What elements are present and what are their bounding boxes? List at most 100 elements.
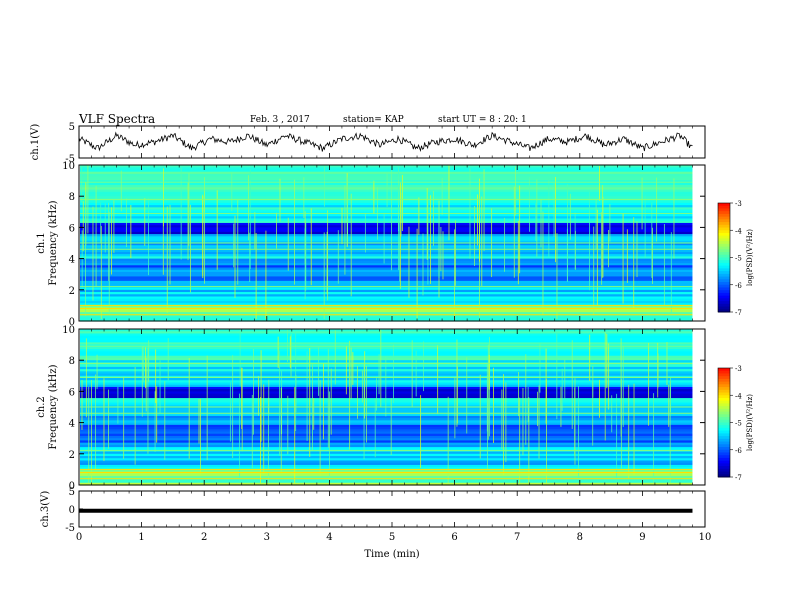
no-data-area [692,165,705,321]
colorbar-swatch [718,211,730,215]
colorbar-tick-label: -7 [735,309,742,317]
colorbar-swatch [718,378,730,383]
spectrogram-band [80,307,693,311]
ch1-spectrogram [80,165,705,322]
colorbar-tick-label: -3 [735,200,742,208]
colorbar-tick-label: -5 [735,255,742,263]
spectrogram-band [80,435,693,439]
spectrogram-band [80,289,693,293]
spectrogram-band [80,318,693,322]
colorbar-swatch [718,430,730,434]
colorbar-swatch [718,243,730,248]
spectrogram-band [80,165,693,168]
colorbar-swatch [718,455,730,459]
colorbar-swatch [718,403,730,407]
colorbar-swatch [718,306,730,310]
spectrogram-band [80,424,693,428]
colorbar-swatch [718,466,730,470]
spectrogram-band [80,331,693,335]
colorbar-swatch [718,205,730,209]
spectrogram-band [80,453,693,457]
colorbar-swatch [718,295,730,299]
colorbar-swatch [718,376,730,380]
colorbar-swatch [718,463,730,467]
spectrogram-band [80,258,693,262]
frequency-axis-label: Frequency (kHz) [48,200,59,285]
y-tick-label: 8 [69,192,75,203]
spectrogram-band [80,467,693,470]
colorbar-swatch [718,298,730,302]
colorbar-swatch [718,425,730,429]
spectrogram-band [80,303,693,306]
x-tick-label: 1 [138,532,144,543]
spectrogram-band [80,464,693,468]
spectrogram-band [80,193,693,197]
spectrogram-band [80,333,693,337]
colorbar-swatch [718,262,730,267]
colorbar-swatch [718,287,730,291]
y-tick-label: 2 [69,450,75,461]
colorbar-swatch [718,438,730,443]
colorbar-swatch [718,282,730,286]
colorbar-swatch [718,227,730,231]
spectrogram-band [80,366,693,370]
no-data-area [692,329,705,485]
spectrogram-band [80,300,693,304]
spectrogram-band [80,231,693,235]
ch2-spectrogram [80,329,705,486]
spectrogram-band [80,229,693,233]
spectrogram-band [80,214,693,217]
colorbar-tick-label: -6 [735,447,742,455]
spectrogram-band [80,249,693,253]
spectrogram-band [80,283,693,286]
colorbar-swatch [718,265,730,269]
colorbar-tick-label: -4 [735,392,742,400]
x-tick-label: 8 [577,532,583,543]
colorbar-swatch [718,449,730,453]
spectrogram-band [80,263,693,266]
spectrogram-band [80,382,693,386]
colorbar-tick-label: -7 [735,474,742,482]
spectrogram-band [80,407,693,410]
colorbar-swatch [718,208,730,212]
spectrogram-band [80,167,693,171]
spectrogram-band [80,335,693,339]
colorbar-swatch [718,411,730,415]
spectrogram-band [80,340,693,343]
colorbar-swatch [718,241,730,245]
colorbar-swatch [718,452,730,456]
colorbar-swatch [718,271,730,275]
spectrogram-band [80,274,693,278]
ch3-y-axis-label: ch.3(V) [40,491,51,528]
y-tick-label: 0 [69,505,75,516]
spectrogram-band [80,420,693,424]
spectrogram-band [80,442,693,446]
colorbar-swatch [718,252,730,256]
colorbar-swatch [718,224,730,229]
spectrogram-band [80,205,693,208]
spectrogram-band [80,187,693,191]
colorbar-swatch [718,460,730,464]
spectrogram-band [80,276,693,280]
y-tick-label: 5 [69,122,75,133]
spectrogram-band [80,353,693,357]
spectrogram-band [80,251,693,255]
colorbar-label: log(PSD)(V²/Hz) [746,394,754,451]
colorbar-swatch [718,419,730,423]
y-tick-label: -5 [65,154,75,165]
spectrogram-band [80,309,693,313]
colorbar-swatch [718,222,730,226]
colorbar-swatch [718,417,730,421]
spectrogram-band [80,178,693,182]
spectrogram-band [80,305,693,309]
spectrogram-band [80,393,693,397]
spectrogram-band [80,386,693,390]
colorbar-swatch [718,254,730,258]
colorbar-swatch [718,468,730,473]
spectrogram-band [80,355,693,359]
date-label: Feb. 3 , 2017 [250,115,310,125]
colorbar-swatch [718,292,730,297]
spectrogram-band [80,384,693,388]
